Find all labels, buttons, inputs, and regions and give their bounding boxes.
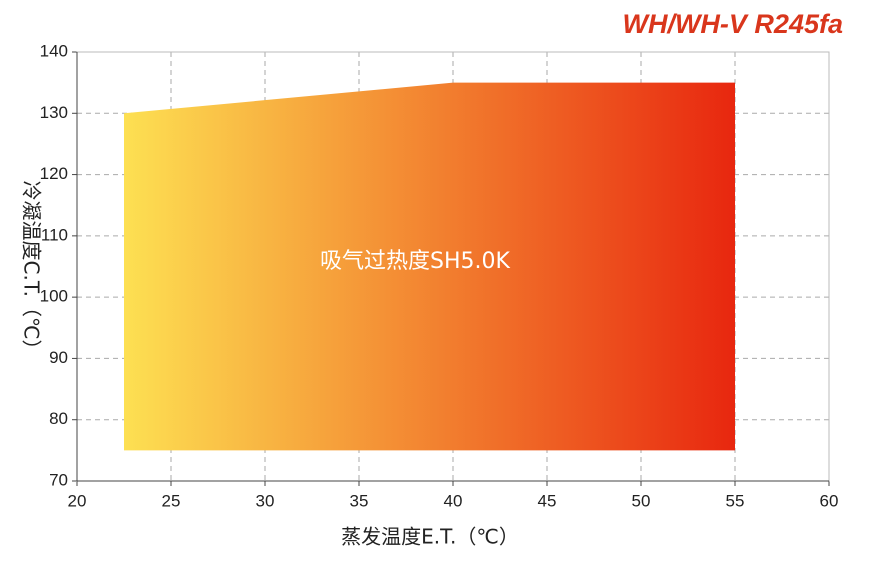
x-axis-label: 蒸发温度E.T.（℃） [341,525,519,549]
x-tick-label: 40 [444,491,463,510]
y-tick-label: 110 [41,225,68,244]
x-tick-label: 45 [538,491,557,510]
x-tick-label: 55 [726,491,745,510]
x-tick-label: 20 [68,491,87,510]
annotation: 吸气过热度SH5.0K [320,249,510,274]
x-tick-label: 25 [162,491,181,510]
x-tick-label: 60 [820,491,839,510]
y-tick-label: 140 [40,41,68,60]
y-tick-label: 120 [40,164,68,183]
y-tick-label: 80 [49,409,68,428]
y-tick-label: 100 [40,287,68,306]
y-tick-label: 70 [49,470,68,489]
envelope-area [124,82,735,451]
y-tick-label: 90 [49,348,68,367]
x-tick-label: 30 [256,491,275,510]
x-tick-label: 50 [632,491,651,510]
chart-title: WH/WH-V R245fa [622,9,843,39]
x-tick-label: 35 [350,491,369,510]
y-tick-label: 130 [40,103,68,122]
y-axis-label: 冷凝温度C.T.（℃） [20,181,44,360]
